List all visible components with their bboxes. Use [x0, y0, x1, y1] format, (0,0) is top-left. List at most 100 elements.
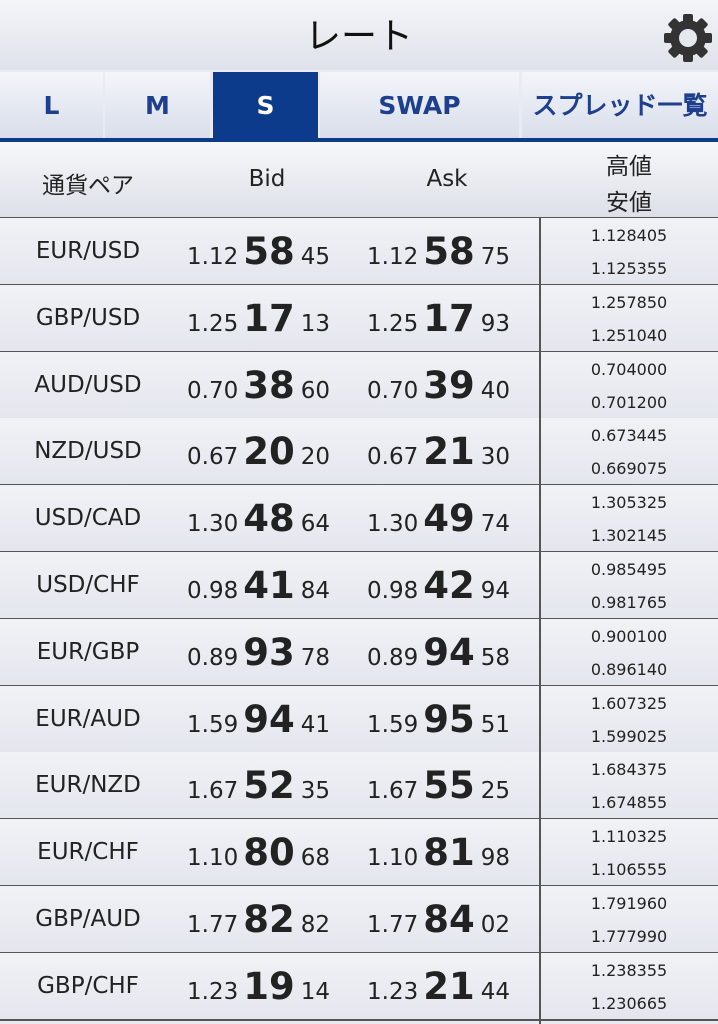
price-big-figure: 39: [423, 363, 475, 407]
currency-pair: EUR/AUD: [35, 705, 141, 732]
bid-price: 0.70 38 60: [187, 364, 330, 407]
price-pips: 94: [480, 578, 510, 604]
low-price: 0.669075: [590, 459, 668, 479]
high-price: 1.238355: [590, 960, 668, 980]
low-price: 1.106555: [590, 860, 668, 880]
rate-row[interactable]: EUR/GBP 0.89 93 78 0.89 94 58 0.900100 0.896140: [0, 618, 718, 687]
rate-row[interactable]: USD/CAD 1.30 48 64 1.30 49 74 1.305325 1.302145: [0, 485, 718, 554]
bid-price: 1.10 80 68: [187, 831, 330, 874]
tab[interactable]: M: [105, 72, 210, 138]
column-header: 通貨ペア Bid Ask 高値 安値: [0, 142, 718, 219]
price-prefix: 1.30: [367, 511, 419, 538]
price-big-figure: 49: [423, 497, 475, 541]
rate-row[interactable]: EUR/NZD 1.67 52 35 1.67 55 25 1.684375 1.674855: [0, 752, 718, 821]
tab[interactable]: L: [0, 72, 103, 138]
bid-price: 1.30 48 64: [187, 497, 330, 540]
tab[interactable]: S: [213, 72, 318, 138]
high-price: 1.110325: [590, 827, 668, 847]
currency-pair: USD/CHF: [36, 572, 140, 598]
price-prefix: 0.67: [187, 444, 239, 471]
rate-row[interactable]: GBP/USD 1.25 17 13 1.25 17 93 1.257850 1.251040: [0, 284, 718, 353]
header-bar: [0, 0, 718, 70]
price-pips: 60: [300, 377, 330, 404]
price-big-figure: 94: [243, 697, 295, 741]
currency-pair: NZD/USD: [34, 438, 142, 465]
price-pips: 64: [300, 511, 330, 538]
tab-underline: [0, 138, 718, 142]
column-label: 高値: [606, 154, 652, 180]
tab[interactable]: スプレッド一覧: [522, 72, 718, 138]
bid-price: 0.67 20 20: [187, 430, 330, 473]
price-prefix: 1.67: [367, 778, 419, 805]
price-big-figure: 82: [243, 898, 295, 941]
high-price: 0.673445: [590, 426, 668, 446]
price-big-figure: 21: [423, 430, 475, 474]
price-prefix: 0.67: [367, 444, 419, 471]
price-pips: 84: [300, 578, 330, 604]
price-pips: 25: [480, 778, 510, 805]
bid-price: 1.23 19 14: [187, 965, 330, 1008]
rate-row[interactable]: USD/CHF 0.98 41 84 0.98 42 94 0.985495 0.981765: [0, 552, 718, 620]
low-price: 1.777990: [590, 927, 668, 946]
rate-row[interactable]: EUR/AUD 1.59 94 41 1.59 95 51 1.607325 1.599025: [0, 685, 718, 754]
price-big-figure: 81: [423, 831, 475, 875]
column-label: 通貨ペア: [42, 173, 134, 199]
price-pips: 40: [480, 377, 510, 404]
price-prefix: 0.98: [367, 578, 419, 604]
price-prefix: 0.89: [367, 644, 419, 671]
price-big-figure: 95: [423, 697, 475, 741]
high-price: 1.607325: [590, 693, 668, 713]
rate-row[interactable]: GBP/AUD 1.77 82 82 1.77 84 02 1.791960 1.777990: [0, 886, 718, 954]
column-label: Ask: [426, 166, 468, 192]
high-price: 1.305325: [590, 493, 668, 513]
currency-pair: EUR/NZD: [35, 772, 141, 799]
rate-row[interactable]: EUR/USD 1.12 58 45 1.12 58 75 1.128405 1.125355: [0, 218, 718, 286]
low-price: 1.302145: [590, 526, 668, 546]
price-pips: 68: [300, 845, 330, 872]
price-pips: 14: [300, 978, 330, 1005]
price-big-figure: 52: [243, 764, 295, 808]
column-label: 安値: [606, 190, 652, 216]
price-pips: 74: [480, 511, 510, 538]
price-prefix: 0.70: [367, 377, 419, 404]
price-pips: 41: [300, 711, 330, 738]
currency-pair: AUD/USD: [34, 371, 142, 398]
price-big-figure: 42: [423, 564, 475, 607]
ask-price: 1.77 84 02: [367, 898, 510, 941]
price-big-figure: 58: [243, 230, 295, 273]
price-big-figure: 19: [243, 964, 295, 1008]
price-prefix: 0.98: [187, 578, 239, 604]
price-pips: 20: [300, 444, 330, 471]
currency-pair: EUR/CHF: [37, 839, 139, 866]
price-prefix: 1.77: [187, 912, 239, 938]
rate-row[interactable]: NZD/USD 0.67 20 20 0.67 21 30 0.673445 0.669075: [0, 418, 718, 487]
screen-title: レート: [304, 16, 413, 57]
bid-price: 1.67 52 35: [187, 764, 330, 807]
currency-pair: USD/CAD: [34, 505, 142, 532]
price-prefix: 1.77: [367, 912, 419, 938]
low-price: 0.701200: [590, 392, 668, 412]
price-pips: 13: [300, 310, 330, 337]
high-price: 1.791960: [590, 894, 668, 913]
price-prefix: 1.25: [367, 310, 419, 337]
price-big-figure: 20: [243, 430, 295, 474]
ask-price: 1.30 49 74: [367, 497, 510, 540]
rate-row[interactable]: GBP/CHF 1.23 19 14 1.23 21 44 1.238355 1.230665: [0, 952, 718, 1021]
currency-pair: EUR/GBP: [36, 638, 140, 665]
column-divider: [539, 217, 541, 1024]
rate-row[interactable]: EUR/CHF 1.10 80 68 1.10 81 98 1.110325 1.106555: [0, 819, 718, 888]
bid-price: 1.77 82 82: [187, 898, 330, 941]
price-big-figure: 94: [423, 630, 475, 674]
high-price: 1.684375: [590, 760, 668, 780]
settings-icon[interactable]: [662, 12, 714, 64]
tab[interactable]: SWAP: [320, 72, 519, 138]
ask-price: 0.70 39 40: [367, 364, 510, 407]
currency-pair: GBP/USD: [35, 304, 141, 331]
rate-row[interactable]: AUD/USD 0.70 38 60 0.70 39 40 0.704000 0.701200: [0, 351, 718, 420]
ask-price: 0.89 94 58: [367, 631, 510, 674]
low-price: 0.981765: [590, 593, 668, 612]
price-big-figure: 55: [423, 764, 475, 808]
currency-pair: GBP/AUD: [35, 906, 141, 932]
price-big-figure: 38: [243, 363, 295, 407]
price-prefix: 1.23: [187, 978, 239, 1005]
